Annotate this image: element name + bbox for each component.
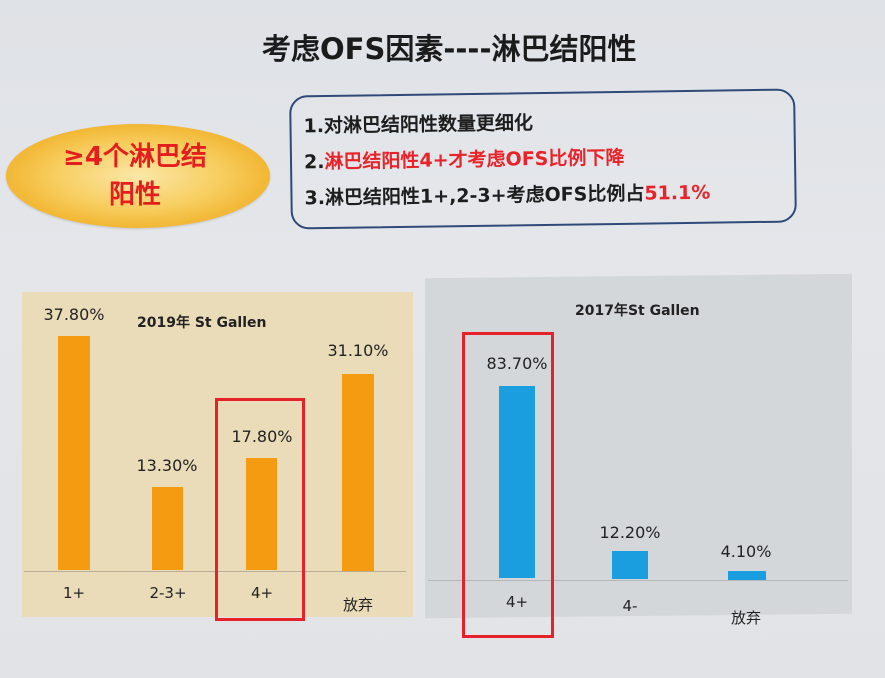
note-2-text: 淋巴结阳性4+才考虑OFS比例下降 <box>324 146 625 174</box>
category-label-2017-4minus: 4- <box>622 597 638 615</box>
bar-2019-abandon <box>342 374 374 571</box>
value-label-2019-2-3plus: 13.30% <box>136 456 198 475</box>
category-label-2017-4plus: 4+ <box>505 593 529 611</box>
highlight-box-2017-4plus <box>462 332 554 638</box>
category-label-2019-4plus: 4+ <box>250 584 274 602</box>
category-label-2017-abandon: 放弃 <box>730 609 761 627</box>
value-label-2017-abandon: 4.10% <box>720 542 772 561</box>
note-3: 3.淋巴结阳性1+,2-3+考虑OFS比例占51.1% <box>304 178 710 211</box>
note-1-text: 对淋巴结阳性数量更细化 <box>323 112 534 138</box>
note-1-prefix: 1. <box>303 115 325 138</box>
chart-2017-axis <box>428 580 848 581</box>
category-label-2019-1plus: 1+ <box>62 584 86 602</box>
value-label-2019-4plus: 17.80% <box>231 427 293 446</box>
highlight-bubble-line1: ≥4个淋巴结 <box>63 142 207 172</box>
notes-box: 1.对淋巴结阳性数量更细化 2.淋巴结阳性4+才考虑OFS比例下降 3.淋巴结阳… <box>289 88 797 230</box>
chart-2019-title: 2019年 St Gallen <box>137 315 267 331</box>
note-1: 1.对淋巴结阳性数量更细化 <box>303 108 533 138</box>
value-label-2017-4minus: 12.20% <box>599 523 661 542</box>
chart-2017-title: 2017年St Gallen <box>575 303 700 319</box>
note-3-prefix: 3. <box>304 187 326 210</box>
highlight-box-2019-4plus <box>215 398 305 621</box>
value-label-2019-abandon: 31.10% <box>327 341 389 360</box>
category-label-2019-abandon: 放弃 <box>342 596 373 614</box>
note-2: 2.淋巴结阳性4+才考虑OFS比例下降 <box>304 143 625 174</box>
highlight-bubble-text: ≥4个淋巴结 阳性 <box>40 138 230 214</box>
note-3-text: 淋巴结阳性1+,2-3+考虑OFS比例占 <box>324 182 645 210</box>
slide-title: 考虑OFS因素----淋巴结阳性 <box>262 32 637 66</box>
highlight-bubble <box>6 124 270 228</box>
bar-2019-4plus <box>246 458 277 570</box>
bar-2017-4minus <box>612 551 648 579</box>
bar-2017-abandon <box>728 571 766 581</box>
bar-2017-4plus <box>499 386 535 578</box>
note-2-prefix: 2. <box>303 151 325 174</box>
value-label-2017-4plus: 83.70% <box>486 354 548 373</box>
bar-2019-2-3plus <box>152 487 183 570</box>
note-3-highlight: 51.1% <box>644 181 711 205</box>
bar-2019-1plus <box>58 336 90 570</box>
highlight-bubble-line2: 阳性 <box>108 180 161 210</box>
category-label-2019-2-3plus: 2-3+ <box>149 584 187 602</box>
value-label-2019-1plus: 37.80% <box>43 305 105 324</box>
